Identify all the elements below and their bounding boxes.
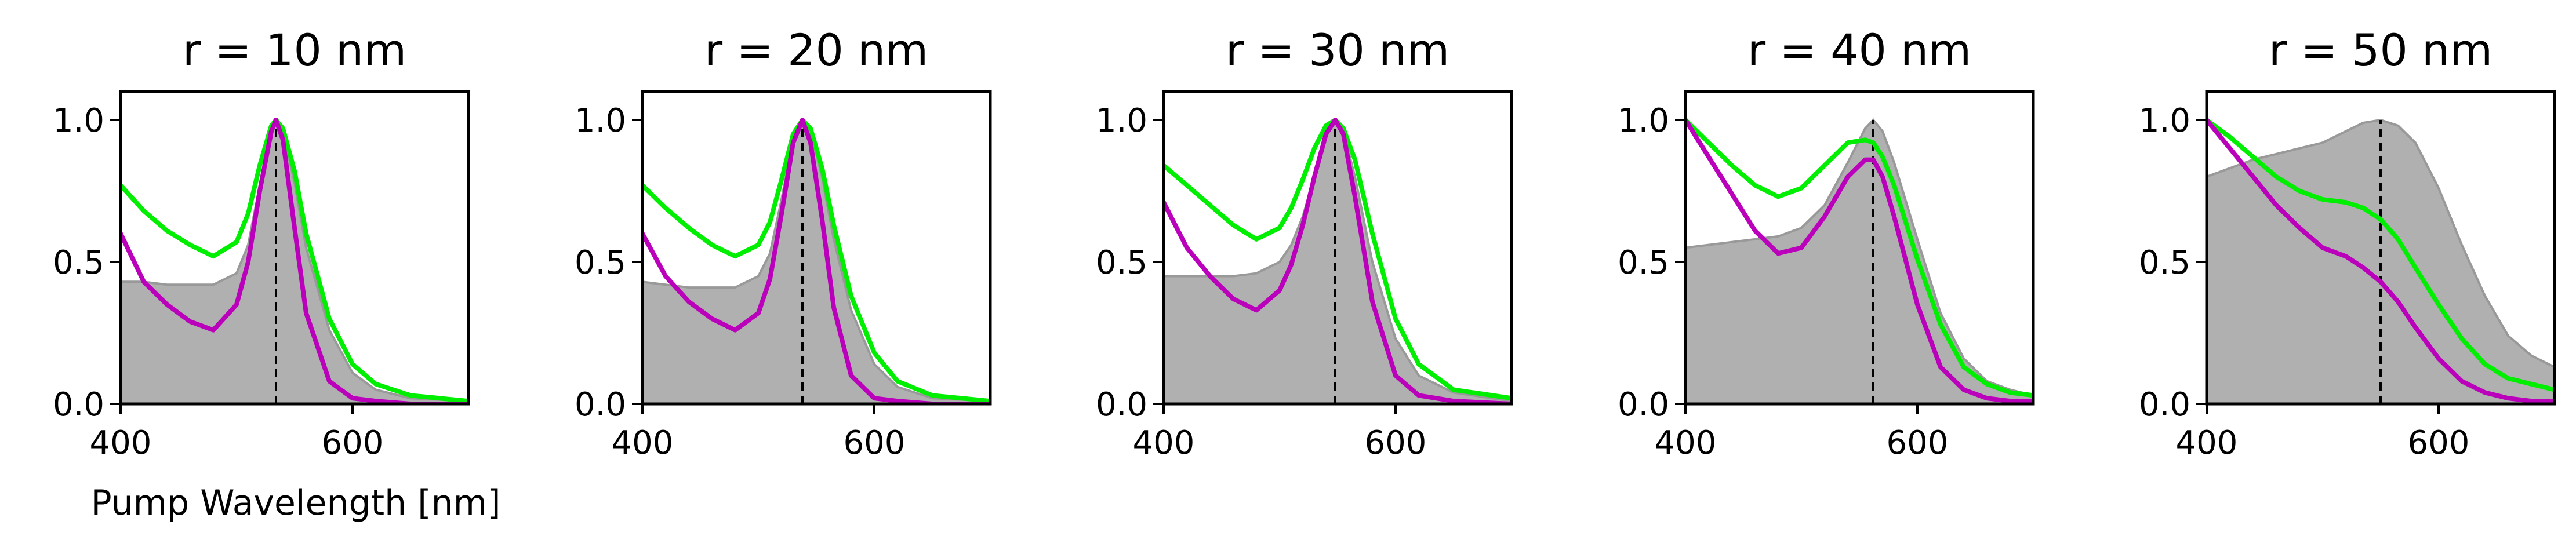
- green-curve: [1685, 118, 2033, 398]
- magenta-curve: [1164, 118, 1512, 404]
- panel-4: 0.0 0.5 1.0 400 600 r = 40 nm: [1618, 24, 2035, 462]
- absorption-area: [1164, 118, 1512, 404]
- y-tick-label: 0.0: [53, 386, 104, 424]
- panel-title: r = 40 nm: [1747, 24, 1971, 76]
- magenta-curve: [2207, 118, 2555, 404]
- x-tick-label: 600: [1365, 424, 1427, 462]
- axes-frame: [1684, 90, 2035, 406]
- y-tick-label: 1.0: [53, 102, 104, 140]
- plot-area: [1164, 118, 1512, 404]
- y-tick-label: 0.5: [1618, 244, 1669, 282]
- y-tick-label: 0.5: [2139, 244, 2190, 282]
- y-tick-label: 1.0: [1096, 102, 1147, 140]
- axes-frame: [1162, 90, 1513, 406]
- x-tick-label: 400: [2176, 424, 2238, 462]
- y-tick-label: 1.0: [2139, 102, 2190, 140]
- magenta-curve: [1685, 118, 2033, 404]
- axes-frame: [2205, 90, 2556, 406]
- x-tick-label: 400: [90, 424, 152, 462]
- x-tick-label: 600: [2408, 424, 2470, 462]
- panel-5: 0.0 0.5 1.0 400 600 r = 50 nm: [2139, 24, 2556, 462]
- panel-title: r = 10 nm: [183, 24, 406, 76]
- magenta-curve: [121, 118, 468, 404]
- y-tick-label: 0.5: [575, 244, 626, 282]
- panel-title: r = 20 nm: [704, 24, 928, 76]
- panel-title: r = 30 nm: [1226, 24, 1449, 76]
- y-tick-label: 1.0: [1618, 102, 1669, 140]
- x-tick-label: 600: [844, 424, 906, 462]
- plot-area: [642, 118, 990, 404]
- y-tick-label: 0.0: [1618, 386, 1669, 424]
- y-tick-label: 1.0: [575, 102, 626, 140]
- panels: 0.0 0.5 1.0 400 600 r = 10 nm 0.0 0.5 1.0 400 600 r…: [53, 24, 2556, 462]
- green-curve: [2207, 118, 2555, 392]
- panel-3: 0.0 0.5 1.0 400 600 r = 30 nm: [1096, 24, 1513, 462]
- y-tick-label: 0.0: [2139, 386, 2190, 424]
- x-axis-label: Pump Wavelength [nm]: [90, 483, 500, 523]
- plot-area: [2207, 118, 2555, 404]
- y-tick-label: 0.5: [1096, 244, 1147, 282]
- x-tick-label: 400: [1655, 424, 1717, 462]
- panel-title: r = 50 nm: [2269, 24, 2493, 76]
- x-tick-label: 600: [1887, 424, 1949, 462]
- y-tick-label: 0.5: [53, 244, 104, 282]
- x-tick-label: 400: [612, 424, 674, 462]
- axes-frame: [119, 90, 470, 406]
- axes-frame: [641, 90, 992, 406]
- panel-2: 0.0 0.5 1.0 400 600 r = 20 nm: [575, 24, 992, 462]
- panel-1: 0.0 0.5 1.0 400 600 r = 10 nm: [53, 24, 470, 462]
- absorption-area: [642, 118, 990, 404]
- plot-area: [121, 118, 468, 404]
- y-tick-label: 0.0: [1096, 386, 1147, 424]
- x-tick-label: 600: [322, 424, 384, 462]
- y-tick-label: 0.0: [575, 386, 626, 424]
- plot-area: [1685, 118, 2033, 404]
- magenta-curve: [642, 118, 990, 404]
- x-tick-label: 400: [1133, 424, 1195, 462]
- green-curve: [1164, 118, 1512, 401]
